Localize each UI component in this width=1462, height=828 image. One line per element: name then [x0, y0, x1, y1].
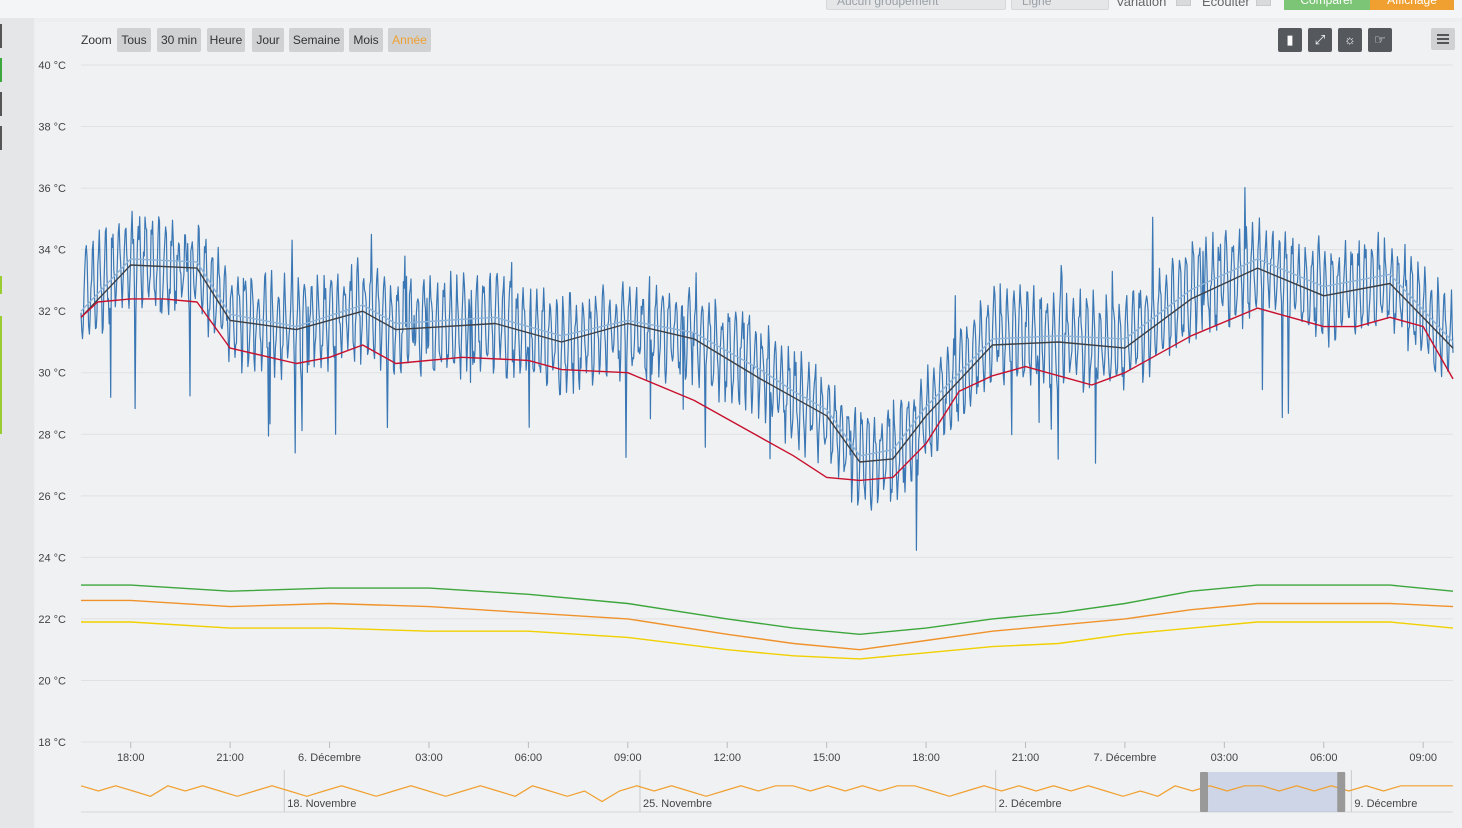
top-toolbar: Aucun groupement Ligne Variation Ecoulte…: [0, 0, 1462, 18]
bar-icon[interactable]: ▮: [1278, 28, 1302, 52]
x-tick-label: 06:00: [515, 752, 543, 764]
y-tick-label: 38 °C: [38, 122, 66, 134]
navigator-line: [80, 785, 1453, 803]
sun-icon[interactable]: ☼: [1338, 28, 1362, 52]
chart-menu-button[interactable]: [1431, 28, 1455, 50]
grouping-select[interactable]: Aucun groupement: [826, 0, 1006, 10]
x-tick-label: 03:00: [415, 752, 443, 764]
x-tick-label: 18:00: [117, 752, 145, 764]
x-tick-label: 12:00: [713, 752, 741, 764]
zoom-30min-button[interactable]: 30 min: [157, 28, 201, 52]
variation-label: Variation: [1116, 0, 1167, 9]
series-line-1: [80, 258, 1454, 457]
expand-icon[interactable]: ⤢: [1308, 28, 1332, 52]
scale-label: Ecoulter: [1202, 0, 1250, 9]
x-tick-label: 03:00: [1211, 752, 1239, 764]
rail-marker: [0, 276, 2, 294]
rail-marker: [0, 92, 2, 116]
series-line-4: [81, 584, 1454, 635]
zoom-hour-button[interactable]: Heure: [207, 28, 245, 52]
navigator-selection: [1204, 772, 1342, 812]
hamburger-icon: [1437, 34, 1449, 36]
y-tick-label: 40 °C: [38, 60, 66, 72]
x-tick-label: 18:00: [912, 752, 940, 764]
y-tick-label: 18 °C: [38, 737, 66, 749]
y-tick-label: 34 °C: [38, 245, 66, 257]
x-tick-label: 7. Décembre: [1093, 752, 1156, 764]
x-tick-label: 15:00: [813, 752, 841, 764]
navigator-handle-left: [1200, 772, 1209, 812]
y-tick-label: 30 °C: [38, 368, 66, 380]
series-line-0: [80, 187, 1454, 551]
x-tick-label: 06:00: [1310, 752, 1338, 764]
left-rail: [0, 18, 34, 828]
navigator-label: 9. Décembre: [1354, 798, 1417, 810]
x-tick-label: 6. Décembre: [298, 752, 361, 764]
rail-marker: [0, 126, 2, 150]
zoom-all-button[interactable]: Tous: [117, 28, 151, 52]
x-tick-label: 21:00: [216, 752, 244, 764]
variation-checkbox[interactable]: [1176, 0, 1191, 6]
y-tick-label: 28 °C: [38, 429, 66, 441]
rail-marker: [0, 316, 2, 434]
y-tick-label: 32 °C: [38, 306, 66, 318]
series-line-6: [81, 621, 1454, 660]
series-line-3: [80, 298, 1454, 482]
x-tick-label: 09:00: [1409, 752, 1437, 764]
navigator-label: 18. Novembre: [287, 798, 356, 810]
navigator-label: 25. Novembre: [643, 798, 712, 810]
zoom-week-button[interactable]: Semaine: [289, 28, 344, 52]
display-button[interactable]: Affichage: [1370, 0, 1454, 10]
y-tick-label: 26 °C: [38, 491, 66, 503]
line-select[interactable]: Ligne: [1011, 0, 1109, 10]
y-tick-label: 20 °C: [38, 675, 66, 687]
y-tick-label: 36 °C: [38, 183, 66, 195]
zoom-label: Zoom: [81, 33, 112, 47]
hand-icon[interactable]: ☞: [1368, 28, 1392, 52]
series-line-2: [80, 264, 1454, 463]
series-line-5: [81, 599, 1454, 651]
x-tick-label: 09:00: [614, 752, 642, 764]
scale-checkbox[interactable]: [1256, 0, 1271, 6]
x-tick-label: 21:00: [1012, 752, 1040, 764]
zoom-day-button[interactable]: Jour: [252, 28, 284, 52]
zoom-month-button[interactable]: Mois: [349, 28, 383, 52]
y-tick-label: 24 °C: [38, 552, 66, 564]
chart-panel: [35, 22, 1462, 828]
rail-marker: [0, 24, 2, 48]
zoom-year-button[interactable]: Année: [388, 28, 431, 52]
navigator-label: 2. Décembre: [999, 798, 1062, 810]
navigator-handle-right: [1337, 772, 1346, 812]
y-tick-label: 22 °C: [38, 614, 66, 626]
compare-button[interactable]: Comparer: [1284, 0, 1370, 10]
rail-marker: [0, 58, 2, 82]
